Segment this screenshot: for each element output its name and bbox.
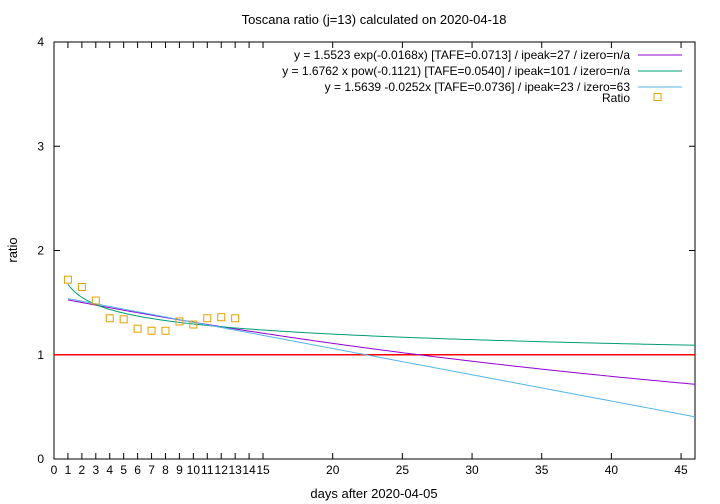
x-tick-label: 4 [106, 463, 113, 477]
x-tick-label: 3 [92, 463, 99, 477]
ratio-point [105, 314, 114, 323]
ratio-point [217, 313, 226, 322]
ratio-point [203, 314, 212, 323]
legend-label-exp: y = 1.5523 exp(-0.0168x) [TAFE=0.0713] /… [294, 48, 630, 62]
y-tick-label: 1 [37, 348, 44, 362]
x-tick-label: 35 [535, 463, 549, 477]
y-tick-label: 2 [37, 244, 44, 258]
x-tick-label: 5 [120, 463, 127, 477]
x-tick-label: 12 [215, 463, 229, 477]
ratio-point [63, 275, 72, 284]
x-tick-label: 14 [242, 463, 256, 477]
legend-swatch-ratio [653, 93, 662, 101]
x-tick-label: 13 [228, 463, 242, 477]
x-tick-label: 1 [65, 463, 72, 477]
ratio-point [77, 282, 86, 291]
ratio-point [91, 296, 100, 305]
ratio-point [161, 326, 170, 335]
legend: y = 1.5523 exp(-0.0168x) [TAFE=0.0713] /… [282, 48, 682, 105]
data-points [63, 275, 240, 335]
x-tick-label: 15 [256, 463, 270, 477]
ratio-point [147, 326, 156, 335]
x-tick-label: 8 [162, 463, 169, 477]
fit-line-linear [67, 298, 696, 418]
y-tick-label: 4 [37, 35, 44, 49]
ratio-point [133, 324, 142, 333]
legend-label-linear: y = 1.5639 -0.0252x [TAFE=0.0736] / ipea… [325, 80, 631, 94]
fit-line-exp [67, 299, 696, 385]
x-tick-label: 0 [51, 463, 58, 477]
y-tick-label: 3 [37, 139, 44, 153]
ratio-point [231, 314, 240, 323]
x-tick-label: 25 [396, 463, 410, 477]
x-tick-label: 2 [79, 463, 86, 477]
x-tick-label: 11 [201, 463, 214, 477]
x-tick-label: 10 [187, 463, 201, 477]
chart-title: Toscana ratio (j=13) calculated on 2020-… [242, 12, 507, 27]
legend-label-ratio: Ratio [602, 91, 630, 105]
x-tick-label: 6 [134, 463, 141, 477]
ratio-point [119, 315, 128, 324]
x-tick-label: 40 [605, 463, 619, 477]
x-tick-label: 20 [326, 463, 340, 477]
y-axis-label: ratio [5, 237, 20, 262]
x-axis-label: days after 2020-04-05 [310, 486, 437, 501]
plot-frame [53, 41, 696, 460]
ratio-point [189, 320, 198, 329]
x-tick-label: 9 [176, 463, 183, 477]
fit-line-pow [67, 283, 696, 346]
legend-label-pow: y = 1.6762 x pow(-0.1121) [TAFE=0.0540] … [282, 64, 630, 78]
x-tick-label: 30 [465, 463, 479, 477]
x-tick-label: 7 [148, 463, 155, 477]
series-group [67, 283, 696, 418]
y-tick-label: 0 [37, 452, 44, 466]
ratio-point [175, 317, 184, 326]
x-tick-label: 45 [674, 463, 688, 477]
